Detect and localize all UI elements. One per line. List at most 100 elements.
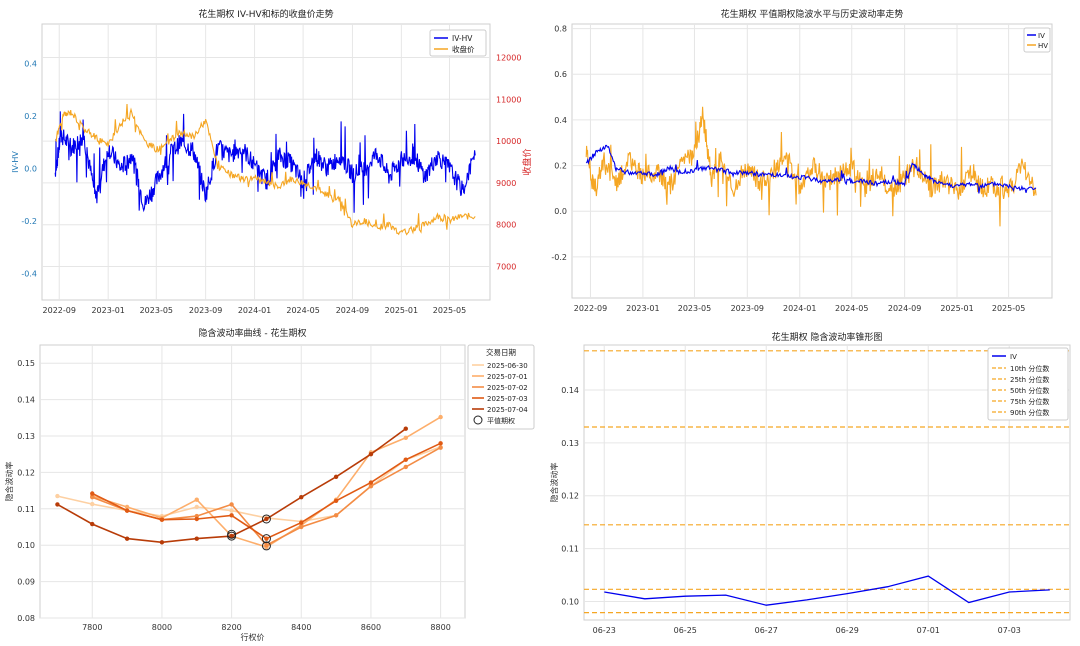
data-point xyxy=(229,508,234,513)
data-point xyxy=(264,543,269,548)
data-point xyxy=(159,540,165,545)
x-tick-label: 06-25 xyxy=(674,626,697,635)
series-line-close-price xyxy=(54,103,476,236)
y-tick-label: 0.13 xyxy=(561,439,579,448)
data-point xyxy=(194,504,199,510)
data-point xyxy=(55,493,60,499)
data-point xyxy=(90,491,95,496)
y-tick-label: 0.09 xyxy=(17,578,35,587)
data-point xyxy=(403,457,408,462)
x-tick-label: 2024-09 xyxy=(336,306,369,315)
x-tick-label: 2025-01 xyxy=(940,304,973,313)
data-point xyxy=(333,474,339,479)
legend-atm-label: 平值期权 xyxy=(487,416,515,425)
y-tick-label: 0.12 xyxy=(17,468,35,477)
data-point xyxy=(90,521,95,527)
legend-label: 2025-07-01 xyxy=(487,373,528,381)
chart-atm-iv-vs-hv: 2022-09 2023-01 2023-05 2023-09 2024-01 2024-… xyxy=(551,8,1053,313)
legend xyxy=(987,347,1069,421)
data-point xyxy=(368,480,374,485)
y-right-axis-label: 收盘价 xyxy=(521,148,533,175)
data-point xyxy=(194,516,199,522)
x-tick-label: 06-29 xyxy=(836,626,859,635)
x-tick-label: 2024-05 xyxy=(835,304,868,313)
y-right-tick-label: 8000 xyxy=(496,221,516,230)
x-tick-label: 8200 xyxy=(221,623,241,632)
legend-label: HV xyxy=(1038,42,1048,50)
x-tick-label: 2023-01 xyxy=(91,306,124,315)
data-point xyxy=(124,536,130,541)
y-right-tick-label: 7000 xyxy=(496,263,516,272)
y-tick-label: 0.0 xyxy=(554,207,567,216)
y-tick-label: 0.11 xyxy=(17,505,35,514)
chart-title: 花生期权 IV-HV和标的收盘价走势 xyxy=(198,8,333,20)
data-point xyxy=(194,497,199,502)
y-tick-label: 0.8 xyxy=(554,25,567,34)
x-tick-label: 2022-09 xyxy=(43,306,76,315)
series-line-hv xyxy=(585,106,1037,227)
chart-title: 隐含波动率曲线 - 花生期权 xyxy=(199,327,307,339)
legend-label: 50th 分位数 xyxy=(1010,386,1049,395)
y-tick-label: 0.4 xyxy=(554,116,567,125)
data-point xyxy=(403,426,408,431)
data-point xyxy=(438,441,443,446)
data-point xyxy=(159,517,165,522)
x-tick-label: 06-23 xyxy=(593,626,616,635)
y-tick-label: -0.2 xyxy=(551,253,567,262)
y-tick-label: 0.10 xyxy=(561,597,579,606)
legend xyxy=(467,344,535,430)
data-point xyxy=(333,513,339,518)
y-axis-label: IV-HV xyxy=(11,151,20,173)
x-tick-label: 2023-05 xyxy=(678,304,711,313)
legend-atm-marker xyxy=(473,415,483,425)
legend-label: 2025-06-30 xyxy=(487,362,528,370)
plot-area xyxy=(583,344,1071,621)
y-right-tick-label: 10000 xyxy=(496,137,521,146)
y-right-tick-label: 11000 xyxy=(496,95,521,104)
data-point xyxy=(229,533,234,539)
y-axis-label: 隐含波动率 xyxy=(549,463,559,503)
legend-label: 75th 分位数 xyxy=(1010,397,1049,406)
x-tick-label: 8600 xyxy=(361,623,381,632)
chart-iv-smile: 7800 8000 8200 8400 8600 8800 0.08 0.09 0.10 0.11… xyxy=(4,327,535,642)
plot-area xyxy=(571,23,1053,299)
legend-label: IV-HV xyxy=(452,34,473,43)
y-left-tick-label: -0.2 xyxy=(21,217,37,226)
y-tick-label: 0.12 xyxy=(561,492,579,501)
legend-label: 90th 分位数 xyxy=(1010,408,1049,417)
legend-label: IV xyxy=(1010,353,1017,361)
series-line-2025-06-30 xyxy=(57,446,441,523)
data-point xyxy=(368,484,374,489)
data-point xyxy=(264,516,269,522)
x-tick-label: 2025-05 xyxy=(992,304,1025,313)
legend-title: 交易日期 xyxy=(486,347,516,357)
y-tick-label: 0.13 xyxy=(17,432,35,441)
x-tick-label: 2024-09 xyxy=(888,304,921,313)
legend-label: 2025-07-02 xyxy=(487,384,528,392)
data-point xyxy=(438,445,443,450)
data-point xyxy=(403,435,408,441)
x-tick-label: 2024-01 xyxy=(783,304,816,313)
y-left-tick-label: 0.4 xyxy=(24,59,37,68)
legend xyxy=(1023,27,1051,53)
data-point xyxy=(124,504,130,510)
data-point xyxy=(438,414,443,420)
x-tick-label: 07-03 xyxy=(998,626,1021,635)
atm-marker xyxy=(261,541,271,551)
x-tick-label: 8400 xyxy=(291,623,311,632)
y-axis-label: 隐含波动率 xyxy=(4,462,14,502)
atm-marker xyxy=(261,534,271,544)
y-tick-label: 0.2 xyxy=(554,162,567,171)
y-left-tick-label: 0.2 xyxy=(24,112,37,121)
y-tick-label: 0.08 xyxy=(17,614,35,623)
x-tick-label: 2025-05 xyxy=(433,306,466,315)
data-point xyxy=(90,501,95,507)
atm-marker xyxy=(227,529,237,539)
x-tick-label: 2022-09 xyxy=(574,304,607,313)
plot-area xyxy=(39,344,466,619)
y-tick-label: 0.6 xyxy=(554,70,567,79)
y-left-tick-label: -0.4 xyxy=(21,270,37,279)
data-point xyxy=(299,520,304,525)
data-point xyxy=(229,502,234,507)
